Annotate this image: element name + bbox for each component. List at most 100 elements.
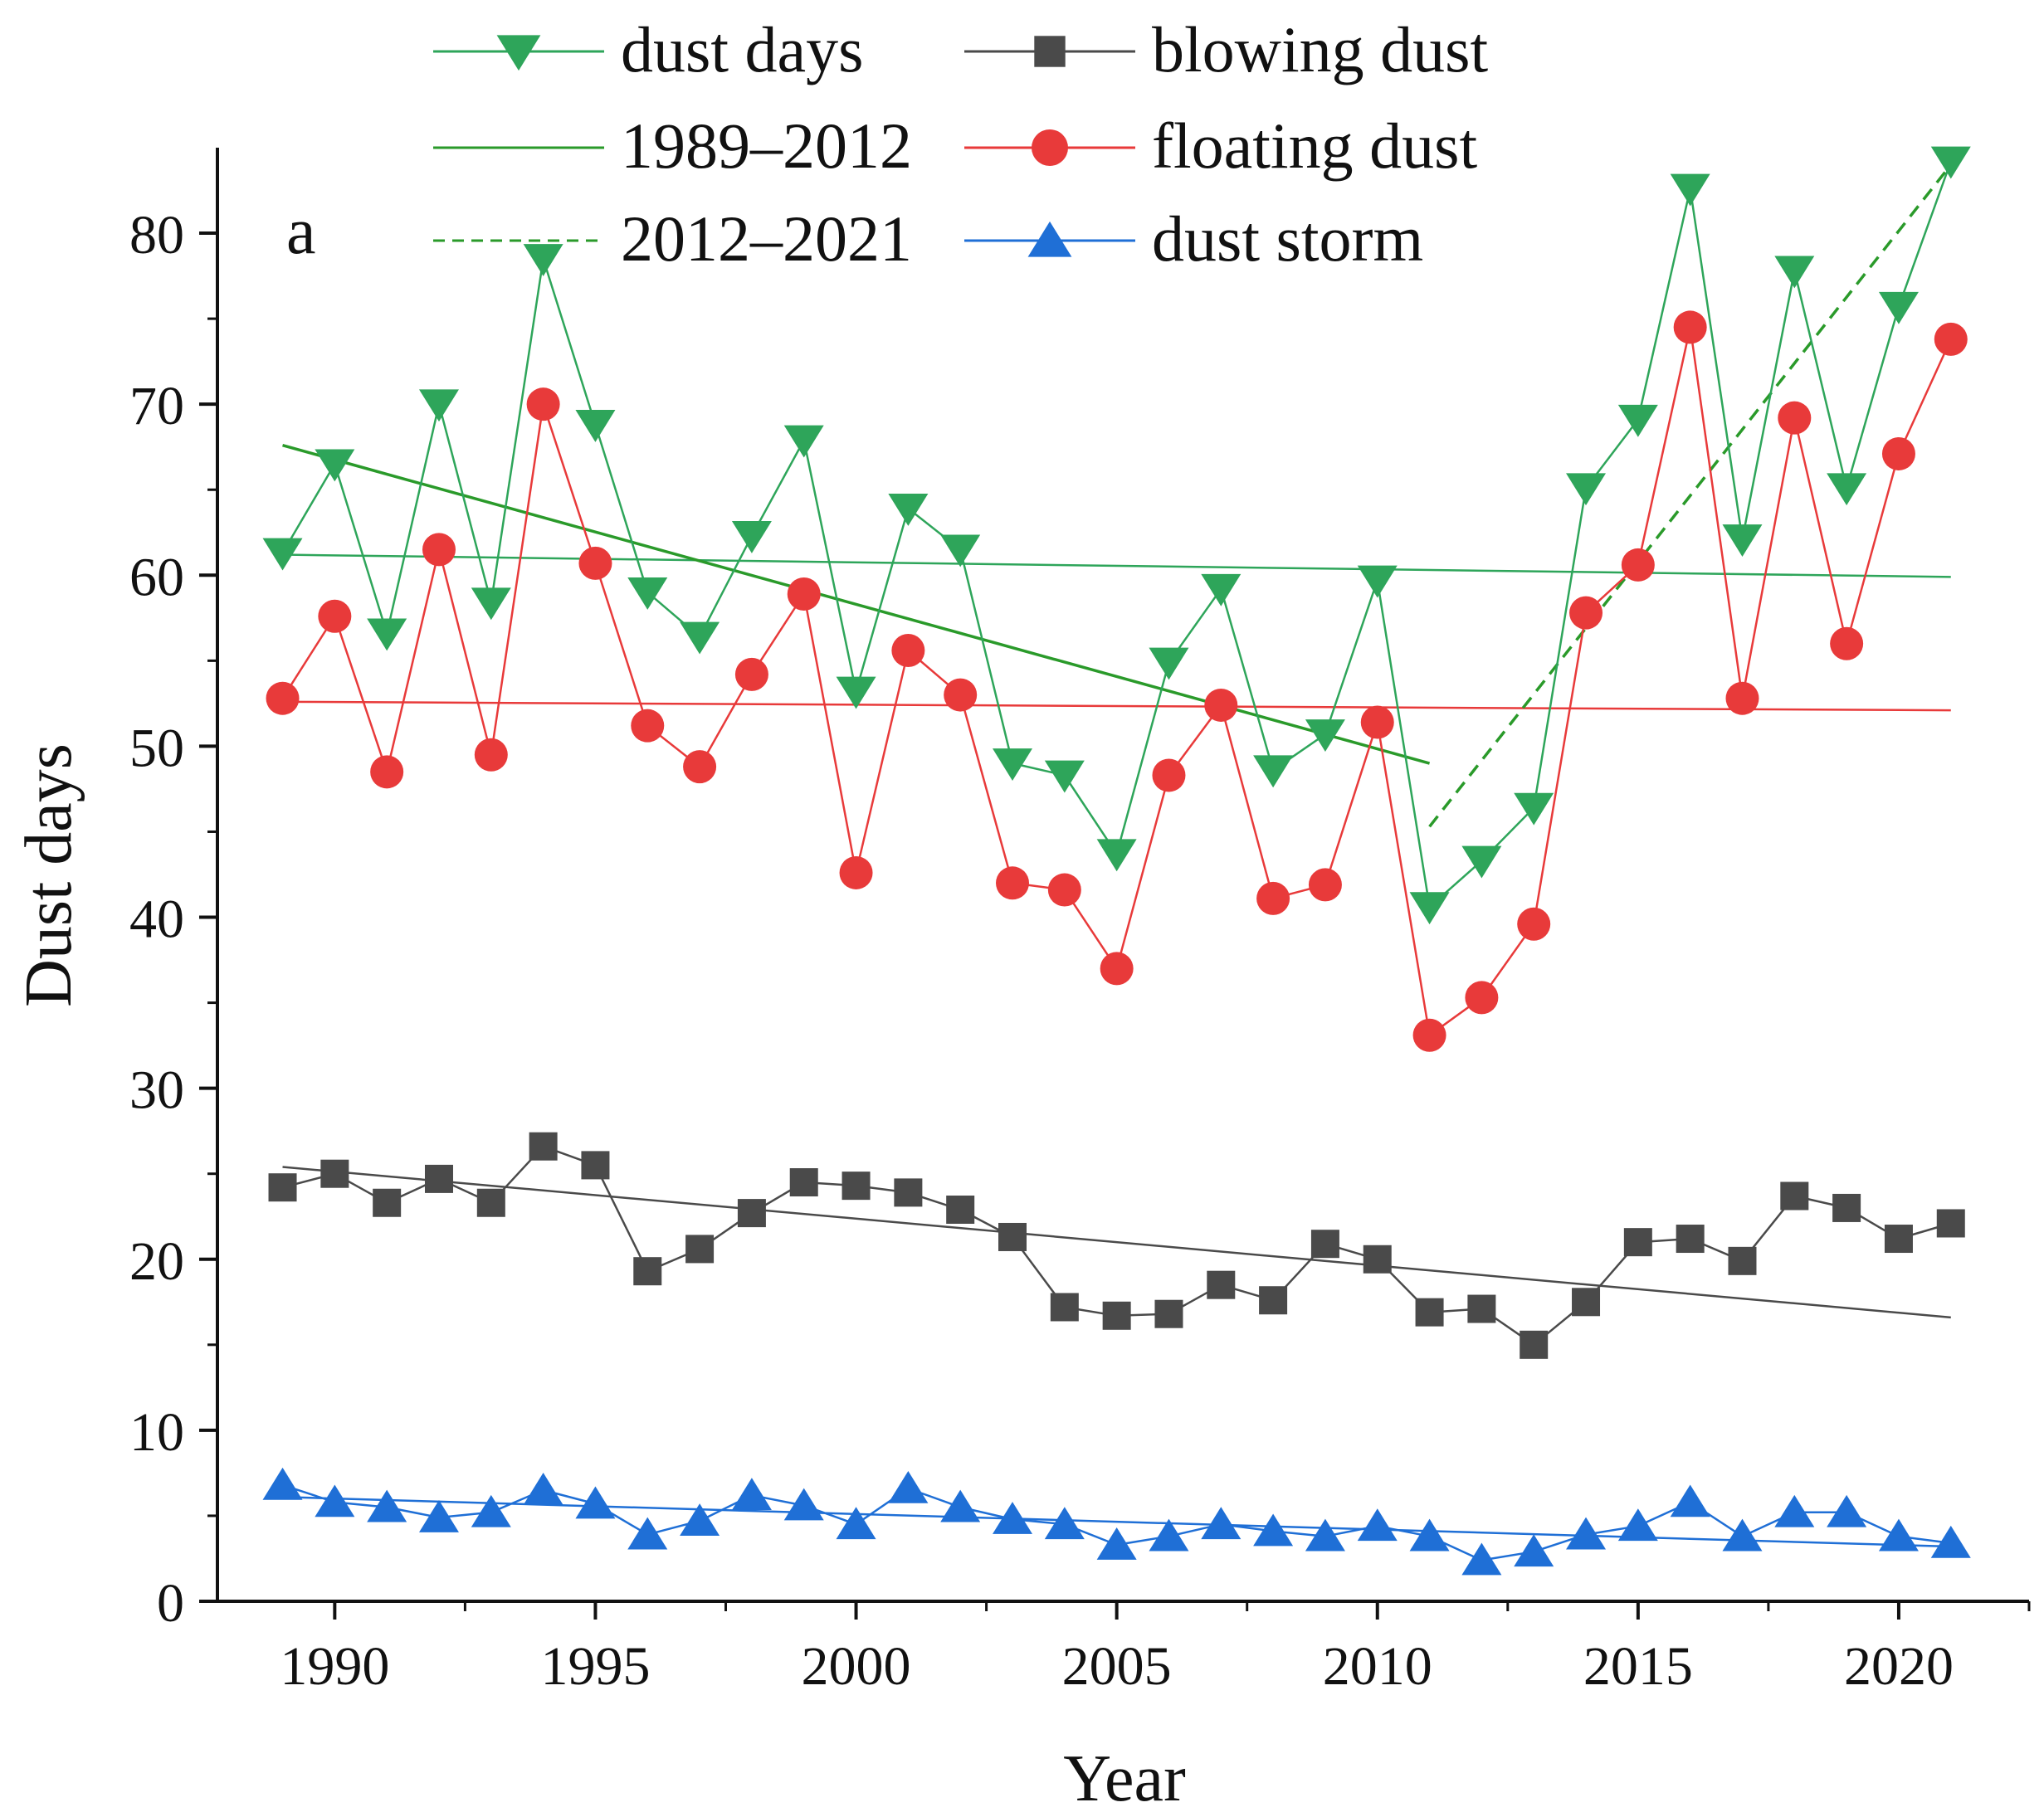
data-point-dust-days [1149,647,1189,680]
data-point-floating-dust [318,599,352,633]
data-point-floating-dust [1725,681,1759,715]
data-point-blowing-dust [1467,1294,1496,1323]
trend-line-dust-storm [282,1496,1951,1548]
series-markers [262,146,1971,1576]
legend-marker [1027,221,1072,257]
y-tick-label: 10 [129,1402,184,1463]
data-point-blowing-dust [529,1132,558,1161]
x-tick-label: 1990 [280,1636,389,1697]
data-point-blowing-dust [1207,1270,1236,1299]
x-tick-label: 2000 [802,1636,911,1697]
data-point-floating-dust [370,755,404,789]
data-point-floating-dust [578,546,612,580]
legend-label: dust days [621,13,864,85]
data-point-blowing-dust [998,1222,1027,1251]
data-point-dust-storm [1201,1507,1242,1540]
data-point-dust-days [1670,173,1710,207]
data-point-dust-days [1774,256,1815,289]
legend-item-dust-storm: dust storm [964,202,1423,275]
data-point-dust-storm [1827,1494,1867,1527]
data-point-blowing-dust [1572,1288,1601,1317]
data-point-floating-dust [1047,873,1081,907]
data-point-dust-storm [1774,1494,1815,1527]
data-point-dust-days [836,676,876,709]
data-point-dust-storm [940,1489,981,1522]
data-point-dust-storm [1305,1518,1345,1552]
x-axis-title: Year [1063,1742,1185,1815]
data-point-dust-storm [1722,1518,1763,1552]
data-point-dust-days [627,577,668,610]
data-point-dust-days [888,494,929,526]
data-point-floating-dust [526,387,560,421]
data-point-blowing-dust [1780,1181,1809,1211]
data-point-dust-storm [1149,1518,1189,1552]
data-point-dust-days [680,621,720,655]
data-point-dust-days [1357,565,1398,598]
data-point-dust-storm [1044,1507,1085,1540]
legend-item-1989-2012: 1989–2012 [433,110,912,182]
data-point-blowing-dust [476,1188,505,1217]
data-point-dust-days [1514,792,1554,826]
x-tick-label: 2015 [1583,1636,1693,1697]
data-point-floating-dust [944,678,978,712]
piecewise-trend-2012-2021 [1428,163,1953,828]
data-point-dust-days [471,587,511,621]
legend-label: dust storm [1152,202,1423,275]
data-point-blowing-dust [268,1173,297,1202]
trend-line-floating-dust [282,700,1951,712]
data-point-dust-days [1461,845,1502,879]
x-tick-label: 2020 [1844,1636,1954,1697]
data-point-blowing-dust [737,1199,766,1228]
data-point-floating-dust [1830,626,1864,660]
data-point-dust-storm [888,1470,929,1503]
data-point-dust-storm [1096,1527,1137,1560]
data-point-dust-storm [783,1488,824,1521]
data-point-floating-dust [1308,868,1342,902]
data-point-blowing-dust [373,1188,402,1217]
data-point-floating-dust [1517,907,1551,941]
series-markers-dust-storm [262,1467,1971,1576]
legend-marker [496,35,541,71]
legend: dust days blowing dust 1989–2012 floating d… [433,13,1489,275]
axes: 0 10 20 30 40 50 60 70 80 1990 1995 2000 2005 2010 201… [129,148,2031,1697]
y-tick-label: 30 [129,1060,184,1121]
data-point-dust-days [993,748,1033,782]
data-point-blowing-dust [1050,1293,1079,1322]
panel-label: a [286,195,316,268]
data-point-dust-storm [1357,1508,1398,1542]
legend-label: blowing dust [1152,13,1489,85]
data-point-dust-storm [1566,1517,1607,1550]
data-point-dust-storm [993,1502,1033,1534]
piecewise-trend-1989-2012 [282,443,1431,765]
data-point-floating-dust [683,750,717,784]
data-point-blowing-dust [1832,1193,1861,1222]
data-point-floating-dust [474,738,508,772]
legend-marker [1032,129,1068,166]
trend-lines [282,163,1953,1548]
data-point-blowing-dust [1415,1298,1444,1327]
data-point-dust-storm [836,1507,876,1540]
data-point-floating-dust [1881,436,1915,470]
data-point-dust-storm [367,1489,407,1522]
data-point-blowing-dust [1102,1301,1131,1330]
data-point-floating-dust [1256,881,1290,915]
data-point-dust-days [523,244,563,276]
data-point-blowing-dust [1884,1225,1913,1254]
data-point-dust-storm [1409,1518,1450,1552]
data-point-floating-dust [1569,596,1603,630]
data-point-floating-dust [1465,981,1499,1015]
data-point-dust-days [1827,473,1867,506]
data-point-dust-days [1566,473,1607,506]
x-tick-label: 2010 [1323,1636,1432,1697]
data-point-floating-dust [1100,952,1134,986]
data-point-dust-days [1305,719,1345,752]
data-point-floating-dust [1934,322,1968,356]
legend-item-dust-days: dust days [433,13,864,85]
data-point-floating-dust [1778,401,1812,435]
y-tick-label: 40 [129,889,184,950]
data-point-blowing-dust [320,1159,349,1188]
data-point-dust-storm [575,1486,616,1519]
data-point-dust-storm [1878,1518,1919,1552]
data-point-dust-storm [1461,1542,1502,1576]
